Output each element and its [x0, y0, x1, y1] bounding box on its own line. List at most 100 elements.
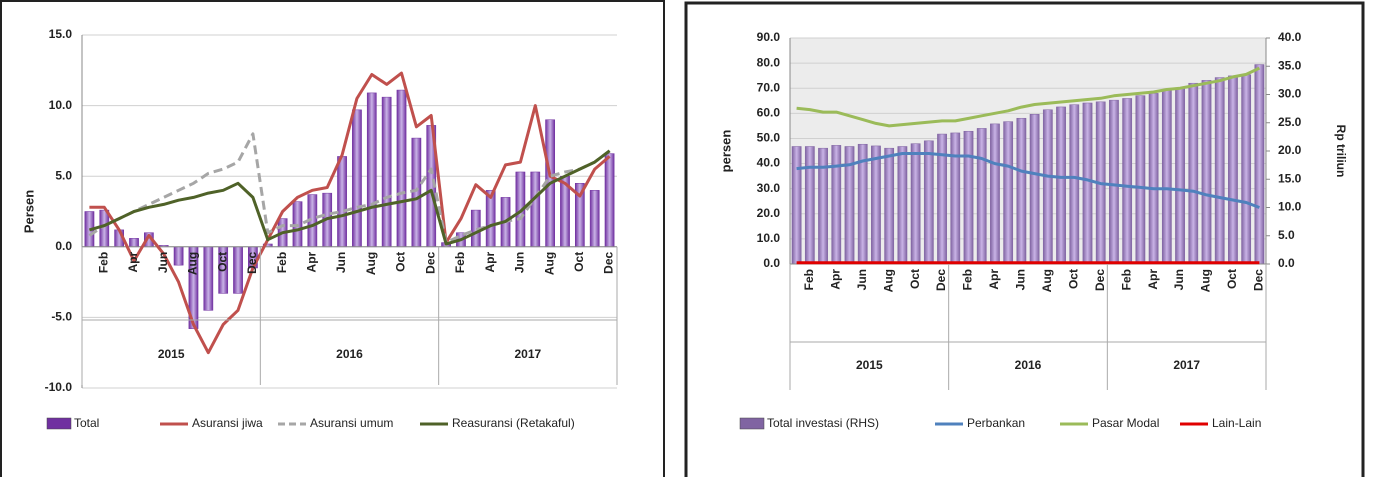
- series-line: [88, 149, 611, 246]
- bar: [1175, 87, 1185, 265]
- x-tick-label: Aug: [1199, 269, 1213, 292]
- x-tick-label: Aug: [364, 252, 378, 275]
- bar: [1228, 75, 1238, 265]
- x-tick-label: Dec: [602, 251, 616, 273]
- x-tick-label: Feb: [453, 252, 467, 273]
- y-tick-label: -5.0: [51, 310, 72, 324]
- x-tick-label: Jun: [334, 252, 348, 273]
- y-tick-label: 10.0: [49, 98, 73, 112]
- bar: [1056, 106, 1066, 265]
- legend-swatch: [739, 417, 765, 430]
- series-line: [89, 71, 611, 355]
- y-tick-label: 90.0: [757, 30, 781, 44]
- x-tick-label: Jun: [855, 269, 869, 290]
- x-tick-label: Dec: [423, 251, 437, 273]
- group-label: 2016: [1015, 358, 1042, 372]
- y2-tick-label: 20.0: [1278, 143, 1302, 157]
- bar: [366, 92, 377, 248]
- group-label: 2015: [158, 347, 185, 361]
- series-line: [796, 152, 1260, 209]
- panel-border: [684, 1, 1365, 482]
- bar: [1241, 74, 1252, 265]
- series-line: [796, 66, 1261, 128]
- bar: [99, 209, 110, 248]
- bar: [831, 145, 842, 265]
- y-axis-label: Persen: [21, 190, 36, 233]
- y2-tick-label: 25.0: [1278, 115, 1302, 129]
- bar: [1148, 93, 1159, 265]
- legend-label: Reasuransi (Retakaful): [452, 416, 575, 430]
- y2-tick-label: 10.0: [1278, 200, 1302, 214]
- bar: [950, 132, 961, 265]
- x-tick-label: Oct: [215, 252, 229, 272]
- x-tick-label: Oct: [908, 269, 922, 289]
- legend-swatch: [46, 417, 72, 430]
- y-tick-label: 50.0: [757, 131, 781, 145]
- legend-label: Perbankan: [967, 416, 1025, 430]
- y2-tick-label: 35.0: [1278, 58, 1302, 72]
- bar: [1016, 117, 1027, 265]
- bar: [990, 123, 1000, 265]
- x-tick-label: Feb: [1119, 269, 1133, 290]
- x-tick-label: Dec: [245, 251, 259, 273]
- bar: [604, 153, 615, 248]
- y-tick-label: 0.0: [763, 256, 780, 270]
- bar: [1135, 95, 1146, 265]
- x-tick-label: Dec: [1252, 269, 1266, 291]
- bar: [1201, 80, 1212, 265]
- legend-label: Lain-Lain: [1212, 416, 1261, 430]
- legend-label: Total: [74, 416, 99, 430]
- x-tick-label: Apr: [483, 251, 497, 272]
- bar: [352, 109, 362, 248]
- y2-tick-label: 30.0: [1278, 87, 1302, 101]
- bar: [1082, 102, 1093, 265]
- y2-axis-label: Rp triliun: [1334, 125, 1348, 178]
- x-tick-label: Aug: [186, 252, 200, 275]
- bar: [530, 171, 541, 248]
- bar: [173, 246, 184, 266]
- bar: [337, 156, 347, 248]
- bar: [411, 137, 422, 248]
- x-tick-label: Feb: [275, 252, 289, 273]
- plot-background: [790, 38, 1266, 264]
- x-tick-label: Apr: [828, 269, 842, 290]
- bar: [589, 190, 600, 248]
- series-line: [88, 132, 611, 245]
- y2-tick-label: 40.0: [1278, 30, 1302, 44]
- group-label: 2016: [336, 347, 363, 361]
- x-tick-label: Jun: [513, 252, 527, 273]
- bar: [1069, 104, 1080, 265]
- bar: [804, 146, 815, 265]
- bar: [381, 96, 392, 248]
- bar: [1109, 99, 1119, 265]
- x-tick-label: Aug: [881, 269, 895, 292]
- bar: [963, 130, 974, 265]
- bar: [1042, 109, 1053, 265]
- bar: [233, 246, 243, 294]
- x-tick-label: Oct: [394, 252, 408, 272]
- bar: [1254, 64, 1265, 265]
- y-tick-label: 40.0: [757, 156, 781, 170]
- y-tick-label: 15.0: [49, 27, 73, 41]
- y-tick-label: 70.0: [757, 80, 781, 94]
- x-tick-label: Aug: [1040, 269, 1054, 292]
- y-tick-label: 20.0: [757, 206, 781, 220]
- group-label: 2015: [856, 358, 883, 372]
- bar: [897, 146, 908, 265]
- y-tick-label: 60.0: [757, 106, 781, 120]
- x-tick-label: Oct: [1066, 269, 1080, 289]
- group-label: 2017: [1173, 358, 1200, 372]
- y2-tick-label: 15.0: [1278, 171, 1302, 185]
- bar: [1214, 77, 1225, 265]
- y2-tick-label: 5.0: [1278, 228, 1295, 242]
- legend-label: Total investasi (RHS): [767, 416, 879, 430]
- bar: [923, 140, 934, 265]
- x-tick-label: Oct: [572, 252, 586, 272]
- x-tick-label: Dec: [1093, 269, 1107, 291]
- x-tick-label: Apr: [126, 251, 140, 272]
- bar: [910, 143, 921, 265]
- bar: [129, 238, 139, 248]
- x-tick-label: Feb: [961, 269, 975, 290]
